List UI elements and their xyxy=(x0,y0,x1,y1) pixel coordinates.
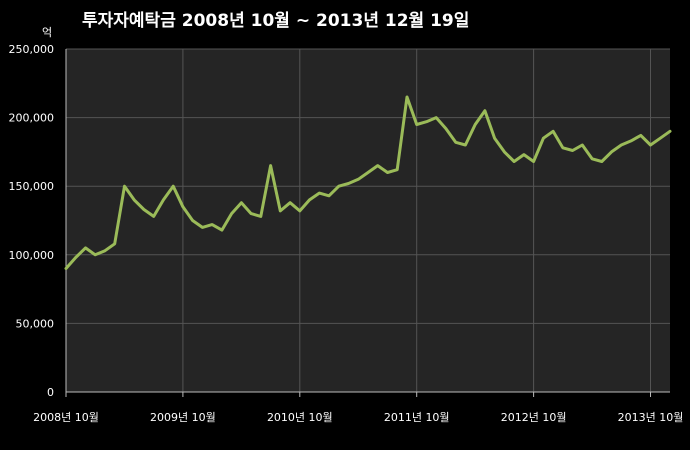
y-tick-label: 150,000 xyxy=(9,180,55,193)
y-tick-label: 0 xyxy=(47,386,54,399)
series-line xyxy=(64,95,672,270)
axes xyxy=(65,49,670,397)
x-tick-label: 2011년 10월 xyxy=(384,411,450,424)
y-axis-unit: 억 xyxy=(42,26,52,39)
x-tick-labels: 2008년 10월 2009년 10월 2010년 10월 2011년 10월 2012… xyxy=(33,411,683,424)
y-tick-labels: 0 50,000 100,000 150,000 200,000 250,000 xyxy=(9,43,55,399)
x-tick-label: 2008년 10월 xyxy=(33,411,99,424)
series-layer xyxy=(64,95,672,270)
x-tick-label: 2012년 10월 xyxy=(501,411,567,424)
y-tick-label: 250,000 xyxy=(9,43,55,56)
x-tick-label: 2010년 10월 xyxy=(267,411,333,424)
y-tick-label: 200,000 xyxy=(9,112,55,125)
y-tick-label: 50,000 xyxy=(16,317,55,330)
chart-title: 투자자예탁금 2008년 10월 ~ 2013년 12월 19일 xyxy=(82,11,469,31)
plot-area xyxy=(66,49,670,392)
y-tick-label: 100,000 xyxy=(9,249,55,262)
grid-lines xyxy=(66,48,670,392)
x-tick-label: 2013년 10월 xyxy=(618,411,684,424)
x-tick-label: 2009년 10월 xyxy=(150,411,216,424)
